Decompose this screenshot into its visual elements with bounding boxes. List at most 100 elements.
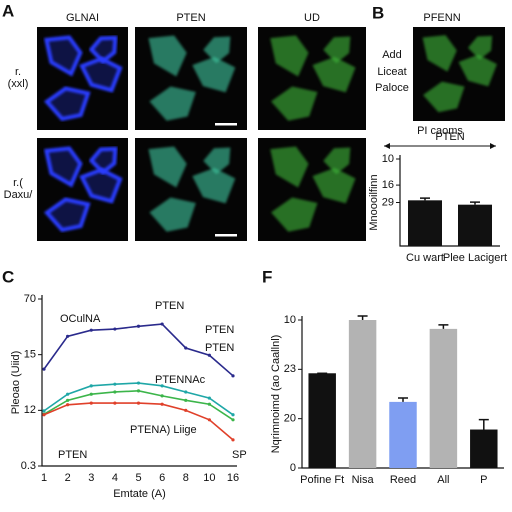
point <box>231 374 235 378</box>
panel-label: A <box>2 1 14 20</box>
point <box>66 334 70 338</box>
annotation: OCulNA <box>60 313 101 325</box>
x-tick-label: 8 <box>183 472 189 484</box>
x-tick-label: Plee Lacigert <box>443 252 507 264</box>
point <box>207 353 211 357</box>
column-label: PTEN <box>176 12 205 24</box>
x-tick-label: 1 <box>41 472 47 484</box>
annotation: PTEN <box>58 449 87 461</box>
x-tick-label: 5 <box>135 472 141 484</box>
cell <box>270 35 309 77</box>
cell <box>203 147 231 175</box>
point <box>89 401 93 405</box>
micrographs <box>37 27 505 241</box>
cell <box>312 167 356 204</box>
line <box>43 390 234 421</box>
y-tick-label: 16 <box>382 179 394 191</box>
y-axis-label: Pleoao (Uiid) <box>10 351 22 415</box>
error-bar <box>438 324 449 329</box>
x-tick-label: 3 <box>88 472 94 484</box>
annotation: PTENNAc <box>155 374 206 386</box>
y-tick-label: 23 <box>284 363 296 375</box>
cell-body <box>46 199 89 230</box>
row-label: Daxu/ <box>4 189 34 201</box>
error-bar <box>398 397 408 402</box>
x-tick-label: Reed <box>390 474 416 486</box>
annotation: PTEN <box>205 342 234 354</box>
bar <box>308 373 336 468</box>
point <box>66 392 70 396</box>
cell <box>323 147 351 175</box>
y-tick-label: 0 <box>290 462 296 474</box>
point <box>160 384 164 388</box>
point <box>42 367 46 371</box>
point <box>160 402 164 406</box>
cell-body <box>91 148 116 173</box>
cell-body <box>46 37 81 74</box>
error-bar <box>357 315 368 320</box>
point <box>160 322 164 326</box>
row-label: (xxl) <box>8 78 29 90</box>
point <box>207 402 211 406</box>
cell <box>192 56 236 93</box>
cell-body <box>46 148 81 185</box>
column-label: UD <box>304 12 320 24</box>
cell <box>149 86 196 121</box>
point <box>231 413 235 417</box>
point <box>113 390 117 394</box>
annotation: PTEN <box>155 300 184 312</box>
cell <box>467 35 493 60</box>
cell-body <box>82 58 121 91</box>
bar <box>458 204 492 246</box>
point <box>184 398 188 402</box>
point <box>136 381 141 385</box>
cell <box>192 167 236 204</box>
bar <box>389 401 417 468</box>
y-tick-label: 12 <box>24 404 36 416</box>
x-tick-label: 6 <box>159 472 165 484</box>
cell <box>149 197 196 232</box>
x-tick-label: 10 <box>203 472 215 484</box>
image-label: Add <box>382 49 402 61</box>
scale-bar <box>215 234 237 237</box>
annotation: SP <box>232 449 247 461</box>
y-tick-label: 10 <box>382 153 394 165</box>
panel-label: F <box>262 267 272 286</box>
cell <box>423 81 465 113</box>
annotation: PTENA) Liige <box>130 424 197 436</box>
point <box>89 384 93 388</box>
row-label: r.( <box>13 177 23 189</box>
bar <box>348 320 377 468</box>
point <box>113 327 117 331</box>
error-bar <box>478 418 489 430</box>
x-axis-label: Emtate (A) <box>113 488 166 500</box>
point <box>231 418 235 422</box>
y-axis-label: Nqrimnoimd (ao Caallnl) <box>270 335 282 454</box>
cell <box>422 35 457 72</box>
point <box>66 403 70 407</box>
point <box>231 438 235 442</box>
x-tick-label: 4 <box>112 472 118 484</box>
cell <box>458 54 497 87</box>
point <box>89 328 93 332</box>
x-tick-label: 2 <box>65 472 71 484</box>
y-tick-label: 15 <box>24 349 36 361</box>
double-arrow <box>384 143 496 149</box>
column-label: GLNAI <box>66 12 99 24</box>
bar <box>429 328 458 468</box>
point <box>184 408 188 412</box>
y-tick-label: 70 <box>24 293 36 305</box>
cell <box>271 197 318 232</box>
x-tick-label: All <box>437 474 449 486</box>
caption: PI caoms <box>417 125 463 137</box>
x-tick-label: Cu wart <box>406 252 444 264</box>
error-bar <box>420 197 430 201</box>
image-title: PFENN <box>423 12 460 24</box>
panel-label: B <box>372 3 384 22</box>
x-tick-label: 16 <box>227 472 239 484</box>
bar <box>470 429 498 468</box>
point <box>42 413 46 417</box>
y-tick-label: 0.3 <box>21 460 36 472</box>
cell <box>271 86 318 121</box>
